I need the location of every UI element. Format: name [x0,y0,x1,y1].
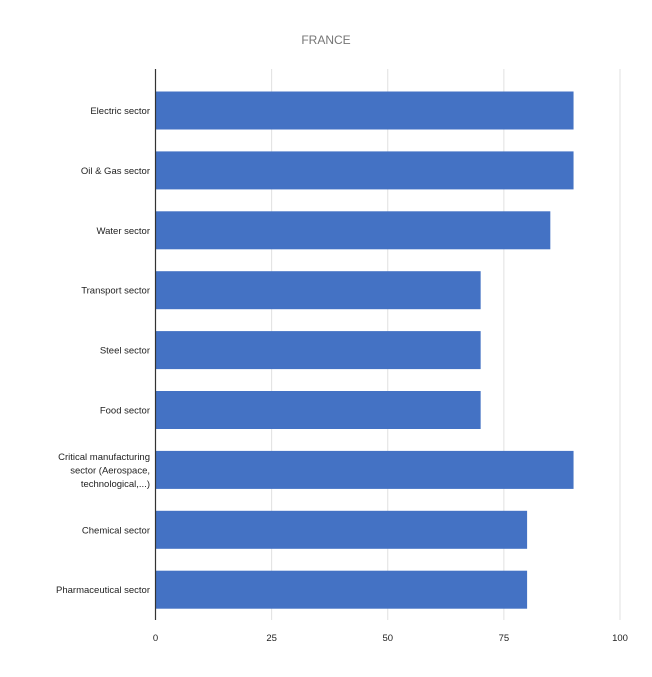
bar-5 [155,391,481,429]
category-label-8: Pharmaceutical sector [56,585,150,596]
category-label-line: Chemical sector [82,525,150,536]
category-label-0: Electric sector [90,106,150,117]
category-label-line: Critical manufacturing [58,452,150,463]
bar-6 [155,450,574,489]
bar-2 [155,211,551,250]
category-label-line: Food sector [100,406,150,417]
bar-8 [155,570,528,609]
chart-title: FRANCE [301,33,350,47]
category-label-2: Water sector [97,226,151,237]
x-tick-labels: 0 25 50 75 100 [153,633,628,644]
category-label-line: Steel sector [100,346,150,357]
bar-0 [155,91,574,130]
category-label-7: Chemical sector [82,525,150,536]
category-label-3: Transport sector [81,286,150,297]
x-tick-label-25: 25 [266,633,277,644]
bar-7 [155,510,528,549]
x-tick-label-75: 75 [499,633,510,644]
x-tick-label-100: 100 [612,633,628,644]
bar-1 [155,151,574,190]
category-labels: Electric sector Oil & Gas sector Water sec… [56,106,150,596]
category-label-line: technological,...) [81,479,150,490]
category-label-line: Oil & Gas sector [81,166,150,177]
category-label-5: Food sector [100,406,150,417]
bar-3 [155,271,481,310]
category-label-4: Steel sector [100,346,150,357]
category-label-1: Oil & Gas sector [81,166,150,177]
category-label-line: Water sector [97,226,151,237]
category-label-line: sector (Aerospace, [70,465,150,476]
x-tick-label-50: 50 [382,633,393,644]
category-label-line: Pharmaceutical sector [56,585,150,596]
bar-4 [155,331,481,370]
category-label-line: Transport sector [81,286,150,297]
x-tick-label-0: 0 [153,633,158,644]
category-label-line: Electric sector [90,106,150,117]
bars [155,91,574,609]
category-label-6: Critical manufacturing sector (Aerospace,… [58,452,150,490]
